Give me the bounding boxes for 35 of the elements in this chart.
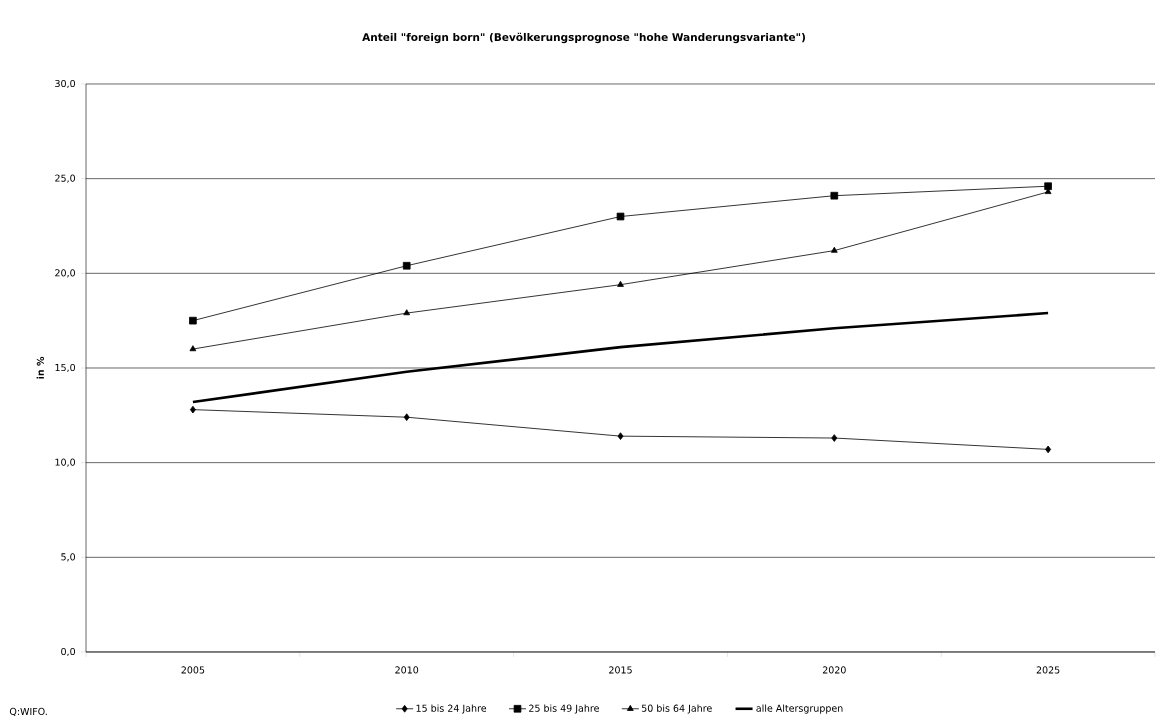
legend-label: alle Altersgruppen: [756, 704, 843, 714]
y-tick-label: 10,0: [55, 458, 75, 467]
point: [1045, 445, 1052, 454]
x-tick-label: 2025: [1036, 666, 1060, 674]
y-tick-label: 20,0: [55, 269, 75, 278]
point: [830, 246, 838, 253]
y-axis-title: in %: [36, 356, 44, 379]
y-tick-label: 0,0: [61, 647, 75, 657]
point: [1044, 188, 1052, 194]
point: [617, 280, 624, 287]
y-tick-label: 25,0: [55, 174, 75, 183]
y-tick-label: 5,0: [61, 553, 75, 562]
point: [403, 309, 411, 316]
y-tick-label: 30,0: [55, 79, 75, 89]
x-tick-label: 2010: [395, 666, 419, 674]
point: [189, 316, 197, 325]
point: [189, 405, 196, 414]
x-tick-label: 2015: [609, 666, 632, 674]
point: [402, 261, 411, 270]
point: [189, 345, 197, 352]
y-tick-label: 15,0: [55, 363, 75, 373]
point: [830, 191, 839, 200]
point: [616, 212, 625, 221]
point: [1044, 182, 1052, 191]
point: [403, 413, 410, 422]
x-tick-label: 2020: [822, 666, 846, 674]
text: Q:WIFO.: [9, 707, 47, 717]
point: [831, 434, 838, 442]
line-series: [191, 311, 1050, 404]
point: [617, 432, 624, 440]
legend-label: 25 bis 49 Jahre: [529, 704, 599, 714]
x-tick-label: 2005: [181, 666, 205, 674]
legend-label: 15 bis 24 Jahre: [416, 704, 487, 714]
chart-title: Anteil "foreign born" (Bevölkerungsprognose "hohe Wanderungsvariante"): [362, 32, 805, 44]
legend-label: 50 bis 64 Jahre: [641, 704, 712, 714]
